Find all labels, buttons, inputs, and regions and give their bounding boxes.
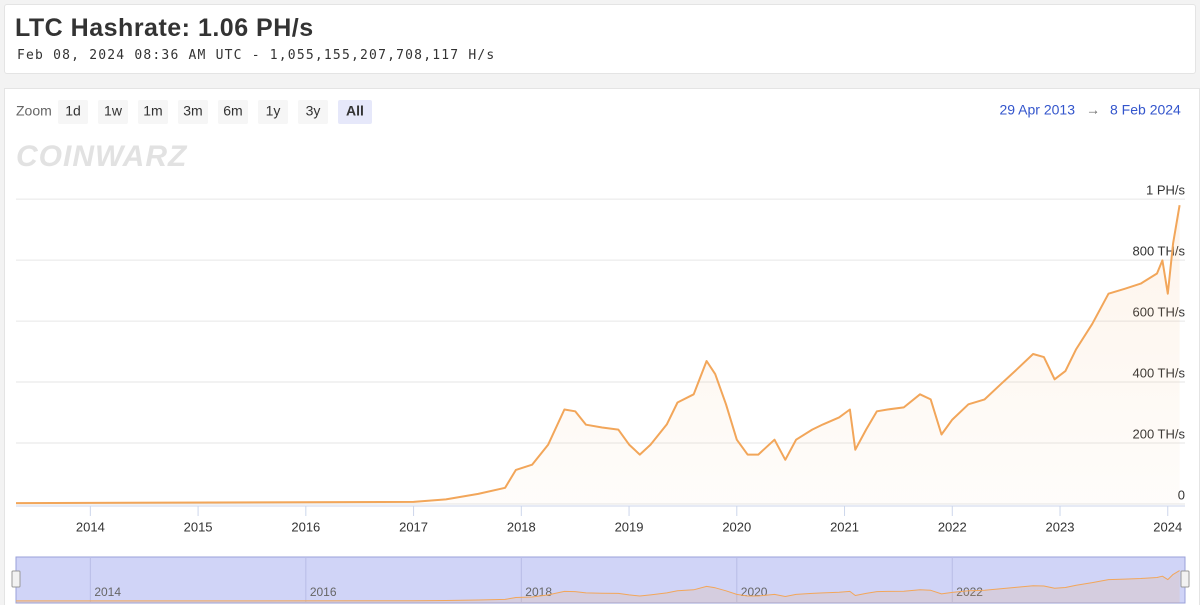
zoom-label: Zoom bbox=[16, 103, 52, 119]
range-arrow: → bbox=[1086, 102, 1100, 118]
x-tick-label: 2020 bbox=[722, 519, 751, 534]
x-tick-label: 2016 bbox=[291, 519, 320, 534]
x-tick-label: 2021 bbox=[830, 519, 859, 534]
navigator-handle[interactable] bbox=[11, 570, 21, 588]
watermark: COINWARZ bbox=[16, 140, 188, 173]
x-tick-label: 2017 bbox=[399, 519, 428, 534]
x-tick-label: 2015 bbox=[184, 519, 213, 534]
zoom-button-label[interactable]: All bbox=[346, 103, 364, 119]
navigator-area bbox=[16, 570, 1180, 603]
zoom-button-label[interactable]: 3y bbox=[306, 103, 321, 119]
zoom-button[interactable] bbox=[258, 100, 288, 124]
x-tick-label: 2022 bbox=[938, 519, 967, 534]
range-from: 29 Apr 2013 bbox=[999, 102, 1075, 118]
y-tick-label: 0 bbox=[1178, 487, 1185, 502]
x-tick-label: 2018 bbox=[507, 519, 536, 534]
x-tick-label: 2024 bbox=[1153, 519, 1182, 534]
zoom-button-label[interactable]: 1d bbox=[65, 103, 81, 119]
navigator-handle[interactable] bbox=[1180, 570, 1190, 588]
zoom-button[interactable] bbox=[178, 100, 208, 124]
navigator-tick-label: 2022 bbox=[956, 585, 983, 599]
navigator-tick-label: 2016 bbox=[310, 585, 337, 599]
x-tick-label: 2023 bbox=[1046, 519, 1075, 534]
zoom-button[interactable] bbox=[218, 100, 248, 124]
y-tick-label: 1 PH/s bbox=[1146, 183, 1186, 198]
navigator-tick-label: 2014 bbox=[94, 585, 121, 599]
zoom-button[interactable] bbox=[138, 100, 168, 124]
zoom-button[interactable] bbox=[58, 100, 88, 124]
zoom-button[interactable] bbox=[338, 100, 372, 124]
navigator-line bbox=[15, 570, 1180, 602]
zoom-button[interactable] bbox=[298, 100, 328, 124]
zoom-button-label[interactable]: 1w bbox=[104, 103, 123, 119]
navigator-window[interactable] bbox=[15, 556, 1186, 604]
series-area bbox=[16, 205, 1180, 504]
page-subtitle: Feb 08, 2024 08:36 AM UTC - 1,055,155,20… bbox=[17, 48, 496, 63]
zoom-button-label[interactable]: 1m bbox=[143, 103, 162, 119]
zoom-button-label[interactable]: 3m bbox=[183, 103, 202, 119]
x-tick-label: 2019 bbox=[615, 519, 644, 534]
series-line bbox=[15, 205, 1181, 505]
header: LTC Hashrate: 1.06 PH/s Feb 08, 2024 08:… bbox=[4, 4, 1196, 74]
page-title: LTC Hashrate: 1.06 PH/s bbox=[15, 14, 314, 42]
zoom-button[interactable] bbox=[98, 100, 128, 124]
zoom-button-label[interactable]: 1y bbox=[266, 103, 281, 119]
x-tick-label: 2014 bbox=[76, 519, 105, 534]
zoom-button-label[interactable]: 6m bbox=[223, 103, 242, 119]
range-to: 8 Feb 2024 bbox=[1110, 102, 1181, 118]
